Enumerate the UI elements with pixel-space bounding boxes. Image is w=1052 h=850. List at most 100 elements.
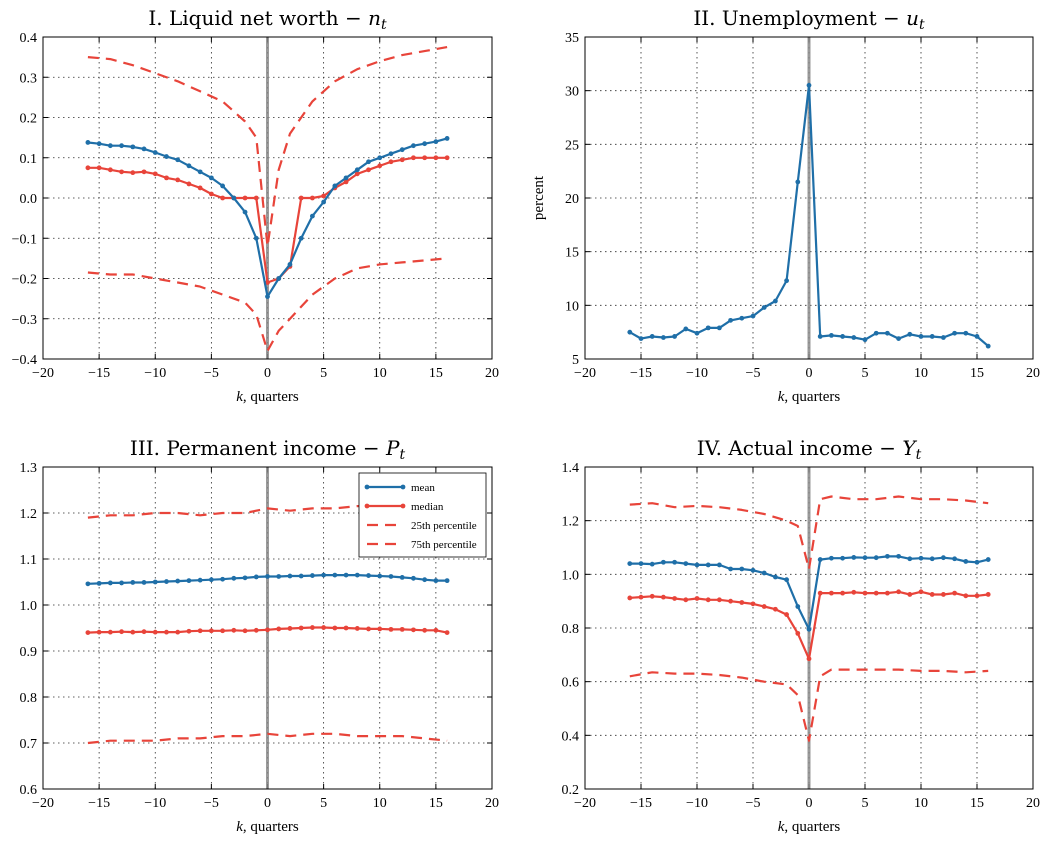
series-line-25th-percentile (87, 732, 448, 745)
data-point-median (974, 593, 980, 599)
data-point-mean (649, 334, 655, 339)
data-point-mean (175, 578, 181, 584)
data-point-mean (444, 136, 450, 141)
data-point-mean (728, 566, 733, 572)
data-point-mean (773, 298, 778, 304)
data-point-mean (164, 154, 169, 159)
data-point-median (705, 597, 711, 603)
data-point-mean (422, 577, 428, 583)
data-point-mean (795, 179, 801, 185)
y-tick-label: 0.6 (562, 676, 580, 691)
data-point-mean (672, 334, 677, 339)
data-point-mean (220, 183, 226, 189)
data-point-median (119, 169, 124, 175)
data-point-mean (806, 82, 812, 88)
data-point-median (208, 191, 214, 197)
data-point-mean (242, 575, 248, 581)
data-point-mean (399, 575, 405, 580)
plot-frame (42, 466, 493, 790)
data-point-mean (672, 559, 677, 565)
x-tick-label: 5 (320, 366, 327, 381)
data-point-median (672, 596, 677, 601)
data-point-mean (152, 150, 158, 155)
data-point-mean (862, 337, 868, 343)
data-point-median (85, 165, 91, 171)
data-point-mean (85, 140, 91, 145)
series-line-25th-percentile (87, 257, 448, 352)
y-tick-label: 0.8 (562, 622, 580, 637)
data-point-mean (141, 146, 147, 152)
data-point-mean (85, 581, 91, 587)
data-point-median (963, 593, 969, 599)
data-point-mean (929, 556, 935, 562)
data-point-mean (918, 555, 924, 561)
data-point-mean (638, 336, 644, 342)
legend-marker (400, 484, 406, 490)
x-tick-label: −5 (204, 796, 219, 811)
y-tick-label: 5 (572, 353, 579, 368)
x-tick-label: −10 (144, 796, 166, 811)
data-point-mean (661, 559, 666, 565)
data-point-mean (941, 555, 946, 561)
data-point-median (85, 630, 91, 635)
data-point-mean (840, 555, 845, 561)
data-point-mean (231, 575, 237, 581)
data-point-median (694, 596, 700, 601)
y-tick-label: 15 (565, 246, 579, 261)
data-point-mean (152, 579, 158, 585)
y-tick-label: 20 (565, 192, 579, 207)
data-point-median (985, 592, 991, 597)
y-tick-label: 0.9 (20, 645, 38, 660)
data-point-mean (96, 141, 102, 147)
data-point-median (377, 626, 383, 632)
data-point-median (186, 628, 192, 634)
data-point-median (941, 592, 946, 597)
y-tick-label: 0.0 (20, 192, 38, 207)
data-point-median (141, 169, 147, 175)
data-point-mean (985, 557, 991, 562)
data-point-median (885, 590, 890, 596)
x-tick-label: 10 (914, 366, 928, 381)
x-tick-label: 0 (264, 796, 271, 811)
x-axis-label: k, quarters (778, 819, 841, 835)
data-point-mean (873, 555, 879, 561)
data-point-median (433, 155, 439, 161)
data-point-mean (399, 147, 405, 153)
data-point-mean (411, 143, 416, 149)
x-tick-label: −5 (204, 366, 219, 381)
y-tick-label: 1.3 (20, 461, 38, 476)
data-point-median (739, 600, 745, 605)
x-axis-label: k, quarters (778, 389, 841, 405)
data-point-mean (197, 169, 203, 175)
data-point-mean (265, 574, 270, 579)
data-point-median (175, 629, 181, 635)
x-tick-label: 5 (320, 796, 327, 811)
data-point-mean (717, 325, 722, 331)
x-tick-label: 5 (862, 796, 869, 811)
data-point-median (627, 595, 633, 601)
data-point-mean (354, 572, 360, 578)
data-point-mean (107, 143, 113, 149)
data-point-mean (321, 572, 327, 578)
legend: mean median 25th percentile 75th percentile (358, 472, 487, 558)
data-point-median (197, 185, 203, 191)
data-point-mean (208, 577, 214, 583)
y-tick-label: −0.1 (12, 232, 37, 247)
x-tick-label: −10 (686, 796, 708, 811)
data-point-median (96, 629, 102, 635)
chart-title: IV. Actual income − Yt (697, 436, 922, 463)
data-point-mean (422, 141, 428, 147)
data-point-median (761, 604, 767, 609)
data-point-median (929, 592, 935, 597)
data-point-mean (444, 578, 450, 584)
data-point-mean (276, 276, 282, 281)
data-point-median (208, 628, 214, 634)
data-point-mean (253, 574, 259, 580)
data-point-mean (840, 334, 845, 339)
y-tick-label: 10 (565, 299, 579, 314)
y-tick-label: 30 (565, 85, 579, 100)
data-point-mean (433, 139, 439, 145)
y-tick-label: 0.3 (20, 71, 38, 86)
x-tick-label: −20 (574, 366, 596, 381)
data-point-median (141, 629, 147, 635)
